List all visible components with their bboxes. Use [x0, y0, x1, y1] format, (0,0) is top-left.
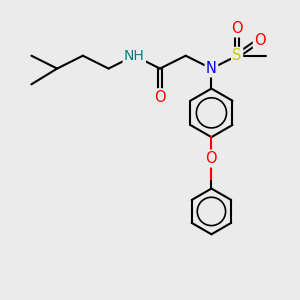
Text: S: S — [232, 48, 242, 63]
Text: NH: NH — [124, 49, 145, 63]
Text: O: O — [154, 90, 166, 105]
Text: N: N — [206, 61, 217, 76]
Text: O: O — [206, 151, 217, 166]
Text: O: O — [231, 21, 243, 36]
Text: O: O — [254, 32, 266, 47]
